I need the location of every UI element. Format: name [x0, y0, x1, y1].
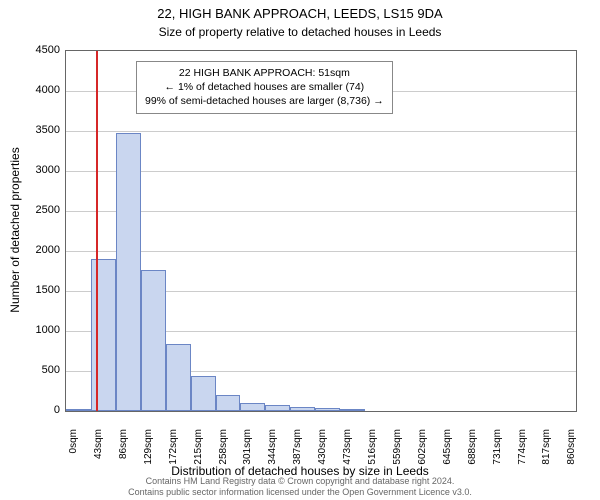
x-tick-label: 258sqm — [218, 429, 229, 465]
plot-area: 22 HIGH BANK APPROACH: 51sqm← 1% of deta… — [65, 50, 577, 412]
chart-container: 22, HIGH BANK APPROACH, LEEDS, LS15 9DA … — [0, 0, 600, 500]
y-tick-label: 1500 — [20, 284, 60, 296]
x-tick-label: 731sqm — [492, 429, 503, 465]
x-tick-label: 645sqm — [442, 429, 453, 465]
x-tick-label: 215sqm — [193, 429, 204, 465]
x-tick-label: 344sqm — [267, 429, 278, 465]
x-tick-label: 172sqm — [168, 429, 179, 465]
histogram-bar — [265, 405, 290, 411]
x-tick-label: 559sqm — [392, 429, 403, 465]
y-tick-label: 500 — [20, 364, 60, 376]
x-tick-label: 688sqm — [467, 429, 478, 465]
x-tick-label: 129sqm — [143, 429, 154, 465]
gridline — [66, 131, 576, 132]
reference-line — [96, 51, 98, 411]
annotation-box: 22 HIGH BANK APPROACH: 51sqm← 1% of deta… — [136, 61, 393, 114]
y-tick-label: 2500 — [20, 204, 60, 216]
histogram-bar — [340, 409, 365, 411]
histogram-bar — [216, 395, 241, 411]
x-tick-label: 473sqm — [342, 429, 353, 465]
x-tick-label: 774sqm — [517, 429, 528, 465]
x-tick-label: 86sqm — [118, 429, 129, 459]
x-tick-label: 0sqm — [68, 429, 79, 453]
annotation-line: 22 HIGH BANK APPROACH: 51sqm — [145, 66, 384, 80]
histogram-bar — [315, 408, 340, 411]
annotation-line: ← 1% of detached houses are smaller (74) — [145, 80, 384, 94]
y-tick-label: 1000 — [20, 324, 60, 336]
histogram-bar — [166, 344, 191, 411]
x-tick-label: 602sqm — [417, 429, 428, 465]
histogram-bar — [290, 407, 315, 411]
x-tick-label: 43sqm — [93, 429, 104, 459]
gridline — [66, 171, 576, 172]
chart-subtitle: Size of property relative to detached ho… — [0, 23, 600, 39]
x-tick-label: 860sqm — [566, 429, 577, 465]
x-tick-label: 516sqm — [367, 429, 378, 465]
gridline — [66, 211, 576, 212]
histogram-bar — [141, 270, 166, 411]
y-tick-label: 3000 — [20, 164, 60, 176]
y-tick-label: 3500 — [20, 124, 60, 136]
x-tick-label: 817sqm — [541, 429, 552, 465]
histogram-bar — [116, 133, 141, 411]
x-tick-label: 387sqm — [292, 429, 303, 465]
footer-line-1: Contains HM Land Registry data © Crown c… — [0, 476, 600, 487]
histogram-bar — [191, 376, 216, 411]
chart-title: 22, HIGH BANK APPROACH, LEEDS, LS15 9DA — [0, 0, 600, 23]
x-tick-label: 430sqm — [317, 429, 328, 465]
y-tick-label: 4000 — [20, 84, 60, 96]
histogram-bar — [240, 403, 265, 411]
y-tick-label: 4500 — [20, 44, 60, 56]
gridline — [66, 251, 576, 252]
y-tick-label: 2000 — [20, 244, 60, 256]
y-tick-label: 0 — [20, 404, 60, 416]
footer-attribution: Contains HM Land Registry data © Crown c… — [0, 476, 600, 498]
footer-line-2: Contains public sector information licen… — [0, 487, 600, 498]
annotation-line: 99% of semi-detached houses are larger (… — [145, 94, 384, 108]
x-tick-label: 301sqm — [242, 429, 253, 465]
histogram-bar — [66, 409, 91, 411]
